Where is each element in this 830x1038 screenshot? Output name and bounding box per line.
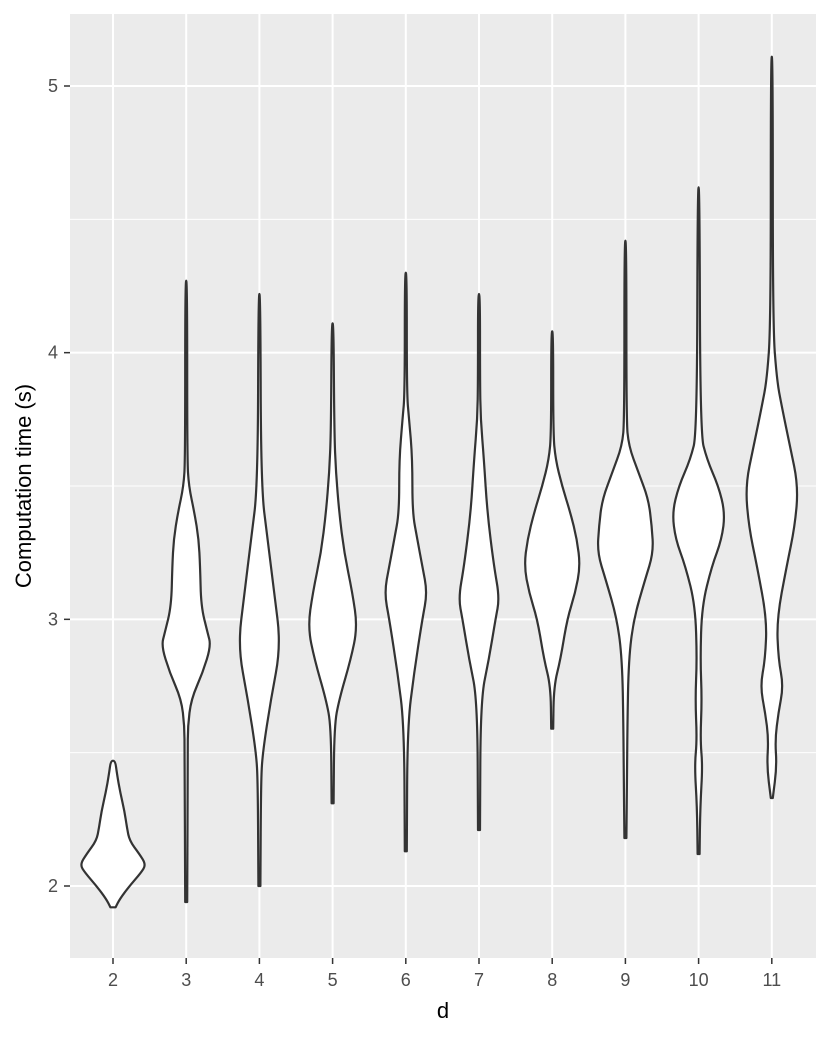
x-tick-label: 8 — [547, 970, 557, 990]
violin-d-8 — [524, 330, 581, 730]
x-tick-label: 7 — [474, 970, 484, 990]
x-tick-label: 6 — [401, 970, 411, 990]
x-tick-label: 9 — [620, 970, 630, 990]
violin-d-2 — [80, 759, 146, 909]
violin-d-6 — [384, 271, 428, 853]
x-tick-label: 2 — [108, 970, 118, 990]
y-tick-label: 3 — [48, 609, 58, 629]
violin-d-11 — [745, 55, 799, 800]
y-axis-title: Computation time (s) — [11, 384, 36, 588]
violin-d-3 — [161, 279, 211, 904]
x-tick-label: 4 — [254, 970, 264, 990]
violin-d-7 — [458, 292, 500, 832]
x-axis-title: d — [437, 998, 449, 1023]
y-tick-label: 4 — [48, 343, 58, 363]
y-tick-label: 5 — [48, 76, 58, 96]
x-tick-label: 10 — [689, 970, 709, 990]
x-axis: 2 3 4 5 6 7 8 9 10 11 — [108, 958, 781, 990]
x-tick-label: 11 — [762, 970, 781, 990]
violins — [80, 55, 799, 909]
y-tick-label: 2 — [48, 876, 58, 896]
violin-d-9 — [596, 239, 654, 840]
violin-d-10 — [672, 186, 726, 856]
violin-d-5 — [308, 322, 358, 805]
x-tick-label: 5 — [328, 970, 338, 990]
violin-d-4 — [238, 292, 280, 888]
y-axis: 2 3 4 5 — [48, 76, 70, 896]
x-tick-label: 3 — [181, 970, 191, 990]
